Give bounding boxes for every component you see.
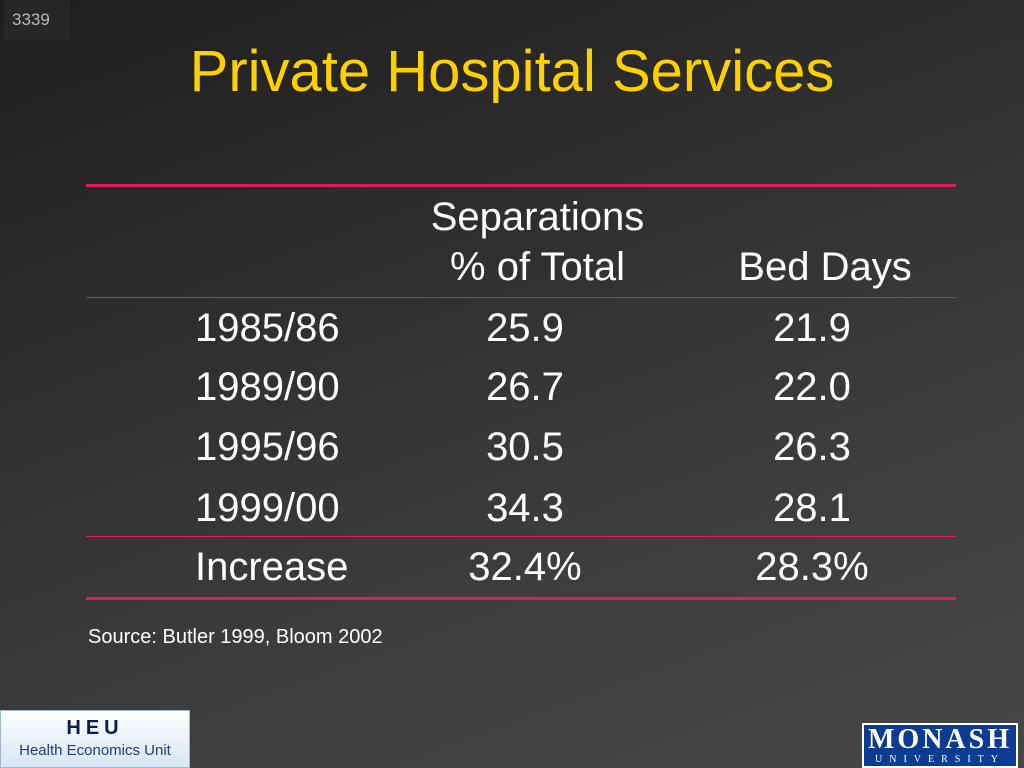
header-rule [86,297,956,298]
monash-logo: MONASH UNIVERSITY [862,723,1018,768]
table-top-rule [86,184,956,187]
header-separations-line2: % of Total [450,245,625,289]
source-note: Source: Butler 1999, Bloom 2002 [88,626,383,648]
increase-rule [86,536,956,537]
heu-logo-title: HEU [66,717,124,739]
header-bed-days: Bed Days [738,245,912,289]
heu-logo: HEU Health Economics Unit [0,710,190,768]
row-separations: 30.5 [486,425,564,469]
row-bed-days: 21.9 [773,306,851,350]
row-separations: 26.7 [486,365,564,409]
row-bed-days: 28.1 [773,486,851,530]
table-bottom-rule [86,597,956,600]
row-label: 1985/86 [195,306,340,350]
heu-logo-subtitle: Health Economics Unit [19,742,171,759]
header-separations-line1: Separations [430,195,645,239]
row-separations: 34.3 [486,486,564,530]
row-label: 1999/00 [195,486,340,530]
row-bed-days: 22.0 [773,365,851,409]
row-label: 1989/90 [195,365,340,409]
monash-logo-university: UNIVERSITY [875,754,1005,765]
row-separations: 25.9 [486,306,564,350]
increase-separations: 32.4% [468,545,582,589]
monash-logo-name: MONASH [868,724,1012,755]
slide-number: 3339 [4,0,70,40]
row-label: 1995/96 [195,425,340,469]
row-bed-days: 26.3 [773,425,851,469]
increase-bed-days: 28.3% [755,545,869,589]
increase-label: Increase [195,545,349,589]
slide-title: Private Hospital Services [189,39,835,104]
